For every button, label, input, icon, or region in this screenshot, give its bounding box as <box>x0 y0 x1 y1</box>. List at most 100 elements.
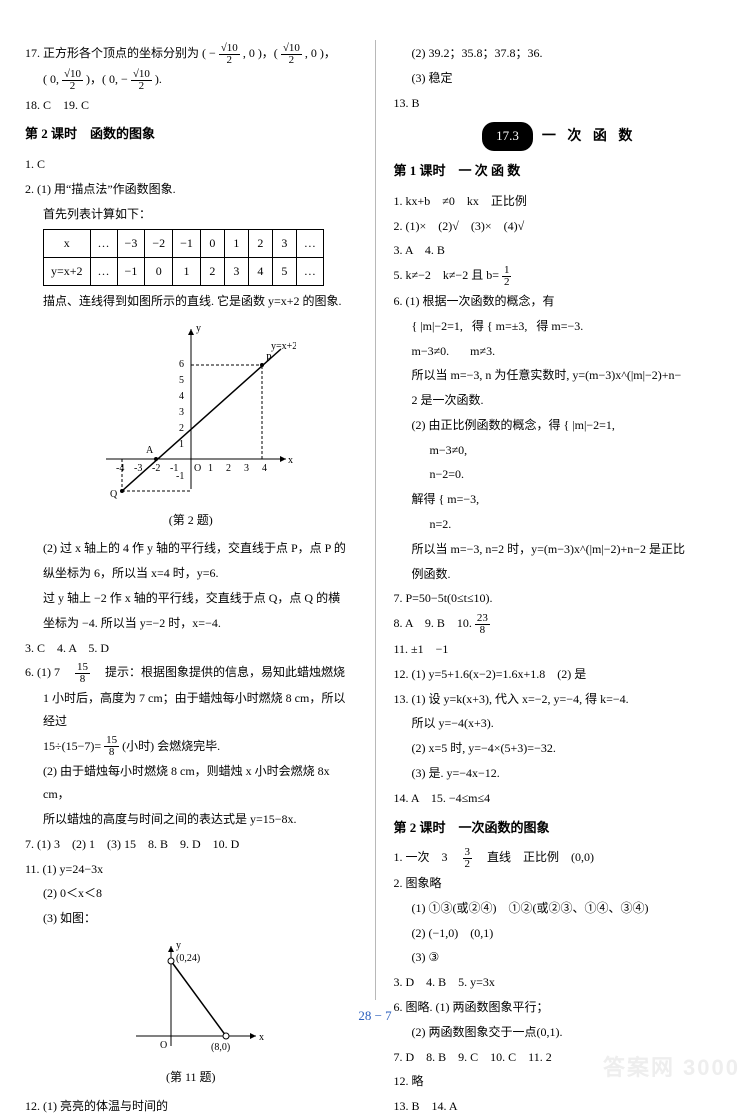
r11: 11. ±1 −1 <box>393 638 725 661</box>
l2c2: 纵坐标为 6，所以当 x=4 时，y=6. <box>25 562 357 585</box>
l12: 12. (1) 亮亮的体温与时间的 <box>25 1095 357 1118</box>
l6d: 15÷(15−7)= 158 (小时) 会燃烧完毕. <box>25 735 357 759</box>
xy-table: x…−3−2−10123… y=x+2…−1012345… <box>43 229 324 286</box>
svg-text:1: 1 <box>208 463 213 474</box>
r13l1: 13. (1) 设 y=k(x+3), 代入 x=−2, y=−4, 得 k=−… <box>393 688 725 711</box>
text: )，( 0, − <box>86 72 128 86</box>
svg-text:A: A <box>146 445 154 456</box>
lesson2-title: 第 2 课时 函数的图象 <box>25 122 357 147</box>
l7: 7. (1) 3 (2) 1 (3) 15 8. B 9. D 10. D <box>25 833 357 856</box>
section-header: 17.3 一 次 函 数 <box>393 122 725 151</box>
r6b2: m−3≠0. m≠3. <box>393 340 725 363</box>
svg-text:-3: -3 <box>134 463 142 474</box>
fraction: √102 <box>219 43 240 66</box>
svg-text:(0,24): (0,24) <box>176 953 200 964</box>
s6b: (2) 两函数图象交于一点(0,1). <box>393 1021 725 1044</box>
r6b: { |m|−2=1, 得 { m=±3, 得 m=−3. <box>393 315 725 338</box>
s345: 3. D 4. B 5. y=3x <box>393 971 725 994</box>
svg-text:O: O <box>194 463 201 474</box>
l11c: (3) 如图： <box>25 907 357 930</box>
svg-text:-2: -2 <box>152 463 160 474</box>
s1: 1. 一次 3 32 直线 正比例 (0,0) <box>393 846 725 870</box>
svg-text:y=x+2: y=x+2 <box>271 341 296 352</box>
l2a: 首先列表计算如下： <box>25 203 357 226</box>
fraction: √102 <box>131 69 152 92</box>
r12l: 12. (1) y=5+1.6(x−2)=1.6x+1.8 (2) 是 <box>393 663 725 686</box>
r6d3: n−2=0. <box>393 463 725 486</box>
r13l3: (2) x=5 时, y=−4×(5+3)=−32. <box>393 737 725 760</box>
svg-text:5: 5 <box>179 375 184 386</box>
section-badge: 17.3 <box>482 122 533 151</box>
svg-text:3: 3 <box>179 407 184 418</box>
table-row: y=x+2…−1012345… <box>44 258 324 286</box>
l6: 6. (1) 7 158 提示：根据图象提供的信息，易知此蜡烛燃烧 <box>25 661 357 685</box>
fraction: 158 <box>75 662 90 685</box>
l11b: (2) 0＜x＜8 <box>25 882 357 905</box>
r13l4: (3) 是. y=−4x−12. <box>393 762 725 785</box>
section-title: 一 次 函 数 <box>542 129 637 144</box>
l6e2: 所以蜡烛的高度与时间之间的表达式是 y=15−8x. <box>25 808 357 831</box>
r6f1: 所以当 m=−3, n=2 时，y=(m−3)x^(|m|−2)+n−2 是正比 <box>393 538 725 561</box>
lesson1-title: 第 1 课时 一 次 函 数 <box>393 159 725 184</box>
l1: 1. C <box>25 153 357 176</box>
q17-line1: 17. 正方形各个顶点的坐标分别为 ( − √102 , 0 )，( √102 … <box>25 42 357 66</box>
l6e1: (2) 由于蜡烛每小时燃烧 8 cm，则蜡烛 x 小时会燃烧 8x cm， <box>25 760 357 806</box>
table-row: x…−3−2−10123… <box>44 230 324 258</box>
watermark: 答案网 3000 <box>603 1050 740 1082</box>
lesson2-title-r: 第 2 课时 一次函数的图象 <box>393 816 725 841</box>
svg-text:y: y <box>196 323 201 334</box>
svg-text:Q: Q <box>110 489 118 499</box>
svg-text:y: y <box>176 940 181 951</box>
s2a: (1) ①③(或②④) ①②(或②③、①④、③④) <box>393 897 725 920</box>
r2: 2. (1)× (2)√ (3)× (4)√ <box>393 215 725 238</box>
svg-text:2: 2 <box>179 423 184 434</box>
svg-text:6: 6 <box>179 359 184 370</box>
l2b: 描点、连线得到如图所示的直线. 它是函数 y=x+2 的图象. <box>25 290 357 313</box>
right-column: (2) 39.2；35.8；37.8；36. (3) 稳定 13. B 17.3… <box>393 40 725 1000</box>
fraction: 12 <box>502 265 512 288</box>
r6e: 解得 { m=−3, <box>393 488 725 511</box>
svg-text:x: x <box>259 1032 264 1043</box>
l2c4: 坐标为 −4. 所以当 y=−2 时，x=−4. <box>25 612 357 635</box>
r13: 13. B <box>393 92 725 115</box>
svg-text:1: 1 <box>179 439 184 450</box>
r12b: (2) 39.2；35.8；37.8；36. <box>393 42 725 65</box>
s13-14: 13. B 14. A <box>393 1095 725 1118</box>
r6f2: 例函数. <box>393 563 725 586</box>
text: ). <box>155 72 162 86</box>
r6a: 6. (1) 根据一次函数的概念，有 <box>393 290 725 313</box>
text: 17. 正方形各个顶点的坐标分别为 ( − <box>25 46 216 60</box>
s2c: (3) ③ <box>393 946 725 969</box>
l2: 2. (1) 用“描点法”作函数图象. <box>25 178 357 201</box>
r6c2: 2 是一次函数. <box>393 389 725 412</box>
graph1-svg: x y -4-3-2-1 O 1234 123456 -1 P <box>86 319 296 499</box>
s2: 2. 图象略 <box>393 872 725 895</box>
left-column: 17. 正方形各个顶点的坐标分别为 ( − √102 , 0 )，( √102 … <box>25 40 357 1000</box>
fraction: √102 <box>281 43 302 66</box>
svg-text:O: O <box>160 1040 167 1051</box>
graph2: x y O (0,24) (8,0) (第 11 题) <box>25 936 357 1089</box>
svg-text:3: 3 <box>244 463 249 474</box>
l345: 3. C 4. A 5. D <box>25 637 357 660</box>
text: , 0 )， <box>305 46 336 60</box>
fraction: 238 <box>475 613 490 636</box>
svg-text:(8,0): (8,0) <box>211 1042 230 1053</box>
fraction: 32 <box>463 847 473 870</box>
graph1-caption: (第 2 题) <box>25 509 357 532</box>
svg-text:2: 2 <box>226 463 231 474</box>
r12c: (3) 稳定 <box>393 67 725 90</box>
svg-text:-4: -4 <box>116 463 124 474</box>
svg-text:4: 4 <box>179 391 184 402</box>
l2c3: 过 y 轴上 −2 作 x 轴的平行线，交直线于点 Q，点 Q 的横 <box>25 587 357 610</box>
q18-19: 18. C 19. C <box>25 94 357 117</box>
r7: 7. P=50−5t(0≤t≤10). <box>393 587 725 610</box>
r14-15: 14. A 15. −4≤m≤4 <box>393 787 725 810</box>
graph2-svg: x y O (0,24) (8,0) <box>116 936 266 1056</box>
text: , 0 )，( <box>243 46 281 60</box>
l11: 11. (1) y=24−3x <box>25 858 357 881</box>
two-column-layout: 17. 正方形各个顶点的坐标分别为 ( − √102 , 0 )，( √102 … <box>25 40 725 1000</box>
r8910: 8. A 9. B 10. 238 <box>393 612 725 636</box>
text: ( 0, <box>43 72 62 86</box>
column-divider <box>375 40 376 1000</box>
graph2-caption: (第 11 题) <box>25 1066 357 1089</box>
